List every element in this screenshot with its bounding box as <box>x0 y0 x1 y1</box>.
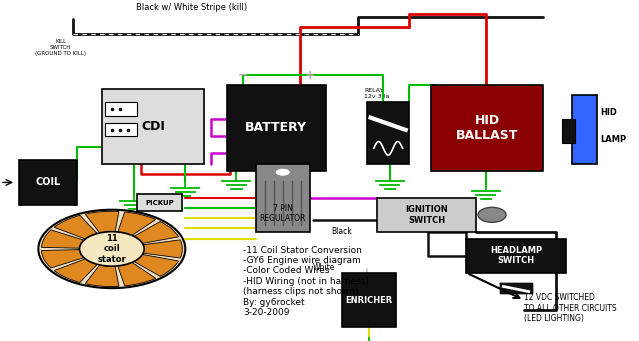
Text: BATTERY: BATTERY <box>245 121 307 134</box>
FancyBboxPatch shape <box>137 194 182 211</box>
FancyBboxPatch shape <box>105 123 137 136</box>
Text: PICKUP: PICKUP <box>146 200 174 206</box>
Text: 11
coil
stator: 11 coil stator <box>98 234 126 264</box>
Text: CDI: CDI <box>141 120 166 133</box>
FancyBboxPatch shape <box>377 198 476 232</box>
Wedge shape <box>42 230 84 248</box>
FancyBboxPatch shape <box>256 164 310 232</box>
Text: HID
BALLAST: HID BALLAST <box>456 114 518 142</box>
FancyBboxPatch shape <box>572 95 597 164</box>
Circle shape <box>275 168 290 176</box>
FancyBboxPatch shape <box>367 102 409 164</box>
FancyBboxPatch shape <box>342 273 396 327</box>
Wedge shape <box>134 222 179 243</box>
FancyBboxPatch shape <box>105 102 137 116</box>
Text: LAMP: LAMP <box>601 135 627 144</box>
Wedge shape <box>54 216 97 239</box>
Text: IGNITION
SWITCH: IGNITION SWITCH <box>405 205 448 224</box>
Circle shape <box>478 207 506 222</box>
FancyBboxPatch shape <box>562 119 575 143</box>
Wedge shape <box>85 211 119 233</box>
Wedge shape <box>134 254 179 276</box>
FancyBboxPatch shape <box>102 89 204 164</box>
Text: 12 VDC SWITCHED
TO ALL OTHER CIRCUITS
(LED LIGHTING): 12 VDC SWITCHED TO ALL OTHER CIRCUITS (L… <box>524 293 617 323</box>
Text: Black: Black <box>332 227 352 236</box>
Circle shape <box>38 210 185 288</box>
Circle shape <box>79 232 144 266</box>
Wedge shape <box>118 263 156 286</box>
Polygon shape <box>500 283 532 293</box>
Text: 7 PIN
REGULATOR: 7 PIN REGULATOR <box>259 204 306 223</box>
Text: −: − <box>238 69 248 82</box>
Text: RELAY
12v 30a: RELAY 12v 30a <box>364 88 390 99</box>
Wedge shape <box>85 265 119 286</box>
FancyBboxPatch shape <box>227 85 326 170</box>
Wedge shape <box>54 259 97 282</box>
FancyBboxPatch shape <box>431 85 543 170</box>
Wedge shape <box>42 250 84 268</box>
Wedge shape <box>118 212 156 235</box>
Text: Black w/ White Stripe (kill): Black w/ White Stripe (kill) <box>136 3 247 12</box>
FancyBboxPatch shape <box>466 239 566 273</box>
Text: COIL: COIL <box>35 177 61 188</box>
Text: White: White <box>313 263 335 272</box>
FancyBboxPatch shape <box>19 160 77 205</box>
Text: HID: HID <box>601 108 617 117</box>
Wedge shape <box>143 240 182 258</box>
Text: -11 Coil Stator Conversion
-GY6 Engine wire diagram
-Color Coded Wires
-HID Wiri: -11 Coil Stator Conversion -GY6 Engine w… <box>243 246 369 317</box>
Text: HEADLAMP
SWITCH: HEADLAMP SWITCH <box>490 246 542 265</box>
Text: KILL
SWITCH
(GROUND TO KILL): KILL SWITCH (GROUND TO KILL) <box>35 39 86 56</box>
Text: +: + <box>305 69 315 82</box>
Text: ENRICHER: ENRICHER <box>346 296 392 305</box>
